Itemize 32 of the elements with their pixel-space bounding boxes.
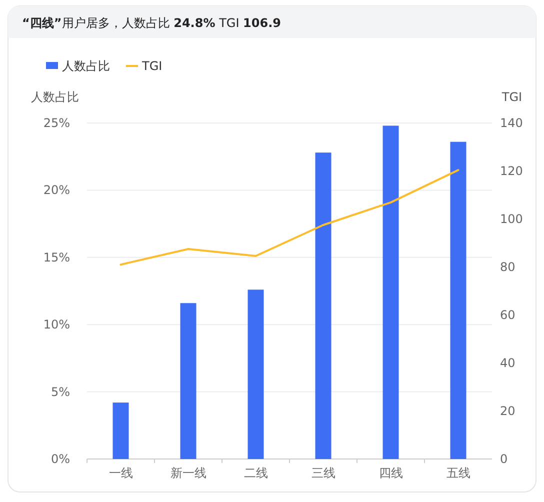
y2-tick-label: 140: [500, 116, 523, 130]
bar: [315, 152, 332, 459]
x-tick-label: 二线: [244, 466, 268, 480]
bar: [382, 126, 399, 459]
bar: [248, 290, 264, 459]
y-axis-title: 人数占比: [31, 90, 79, 104]
y2-tick-label: 0: [500, 452, 508, 466]
line-series: [120, 169, 460, 266]
y-tick-label: 0%: [50, 452, 70, 466]
chart-title: “四线”用户居多，人数占比 24.8% TGI 106.9: [22, 16, 282, 30]
y2-tick-label: 80: [500, 260, 516, 274]
x-tick-label: 新一线: [170, 466, 206, 480]
y2-axis-title: TGI: [500, 90, 522, 104]
y-tick-label: 15%: [43, 250, 70, 264]
legend-label: TGI: [141, 59, 162, 73]
bar: [112, 402, 129, 459]
y-tick-label: 10%: [43, 318, 70, 332]
y2-tick-label: 40: [500, 356, 516, 370]
bar: [450, 142, 466, 459]
x-tick-label: 五线: [446, 466, 470, 480]
bar: [180, 303, 196, 459]
x-tick-label: 一线: [108, 466, 133, 480]
y-tick-label: 20%: [43, 183, 70, 198]
x-tick-label: 四线: [378, 466, 403, 480]
y2-tick-label: 120: [500, 164, 523, 178]
y2-tick-label: 20: [500, 404, 516, 418]
y-tick-label: 25%: [43, 116, 70, 130]
x-tick-label: 三线: [311, 466, 336, 480]
y2-tick-label: 100: [500, 212, 523, 226]
legend-label: 人数占比: [62, 59, 110, 73]
y2-tick-label: 60: [500, 308, 516, 322]
y-tick-label: 5%: [50, 384, 70, 399]
